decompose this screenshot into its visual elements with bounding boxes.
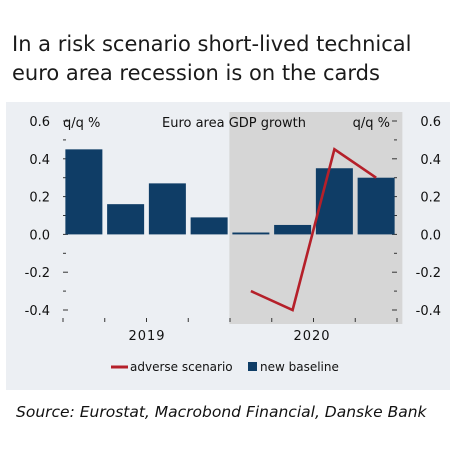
y-tick-label-left: 0.0 xyxy=(29,228,50,243)
bar-2020-q1 xyxy=(232,232,270,235)
y-tick-label-left: -0.2 xyxy=(25,266,50,281)
y-tick-label-right: 0.6 xyxy=(420,115,441,130)
y-tick-label-left: 0.4 xyxy=(29,153,50,168)
line-adverse-scenario xyxy=(250,147,377,312)
y-tick-label-right: -0.2 xyxy=(416,266,441,281)
bar-2019-q4 xyxy=(190,217,228,235)
y-axis-label-left: q/q % xyxy=(63,116,100,131)
bar-2020-q2 xyxy=(274,224,312,235)
chart-title: Euro area GDP growth xyxy=(162,116,306,131)
bar-2019-q3 xyxy=(148,183,186,235)
y-tick-label-left: 0.6 xyxy=(29,115,50,130)
legend: adverse scenario new baseline xyxy=(111,360,339,374)
gdp-chart: Euro area GDP growth q/q % q/q % 2019 20… xyxy=(25,112,441,374)
y-tick-label-right: 0.4 xyxy=(420,153,441,168)
legend-label-adverse-scenario: adverse scenario xyxy=(130,360,233,374)
legend-swatch-new-baseline xyxy=(248,362,257,371)
bar-2020-q4 xyxy=(357,177,395,235)
legend-label-new-baseline: new baseline xyxy=(260,360,339,374)
y-tick-label-left: -0.4 xyxy=(25,304,50,319)
x-group-label-2019: 2019 xyxy=(128,329,165,344)
source-note: Source: Eurostat, Macrobond Financial, D… xyxy=(16,403,427,421)
y-tick-label-right: 0.0 xyxy=(420,228,441,243)
x-group-label-2020: 2020 xyxy=(293,329,330,344)
y-tick-label-right: -0.4 xyxy=(416,304,441,319)
bar-2019-q2 xyxy=(107,204,145,235)
y-tick-label-right: 0.2 xyxy=(420,191,441,206)
chart-headline: In a risk scenario short-lived technical… xyxy=(12,32,412,85)
y-tick-label-left: 0.2 xyxy=(29,191,50,206)
y-axis-label-right: q/q % xyxy=(353,116,390,131)
bar-2019-q1 xyxy=(65,149,103,235)
